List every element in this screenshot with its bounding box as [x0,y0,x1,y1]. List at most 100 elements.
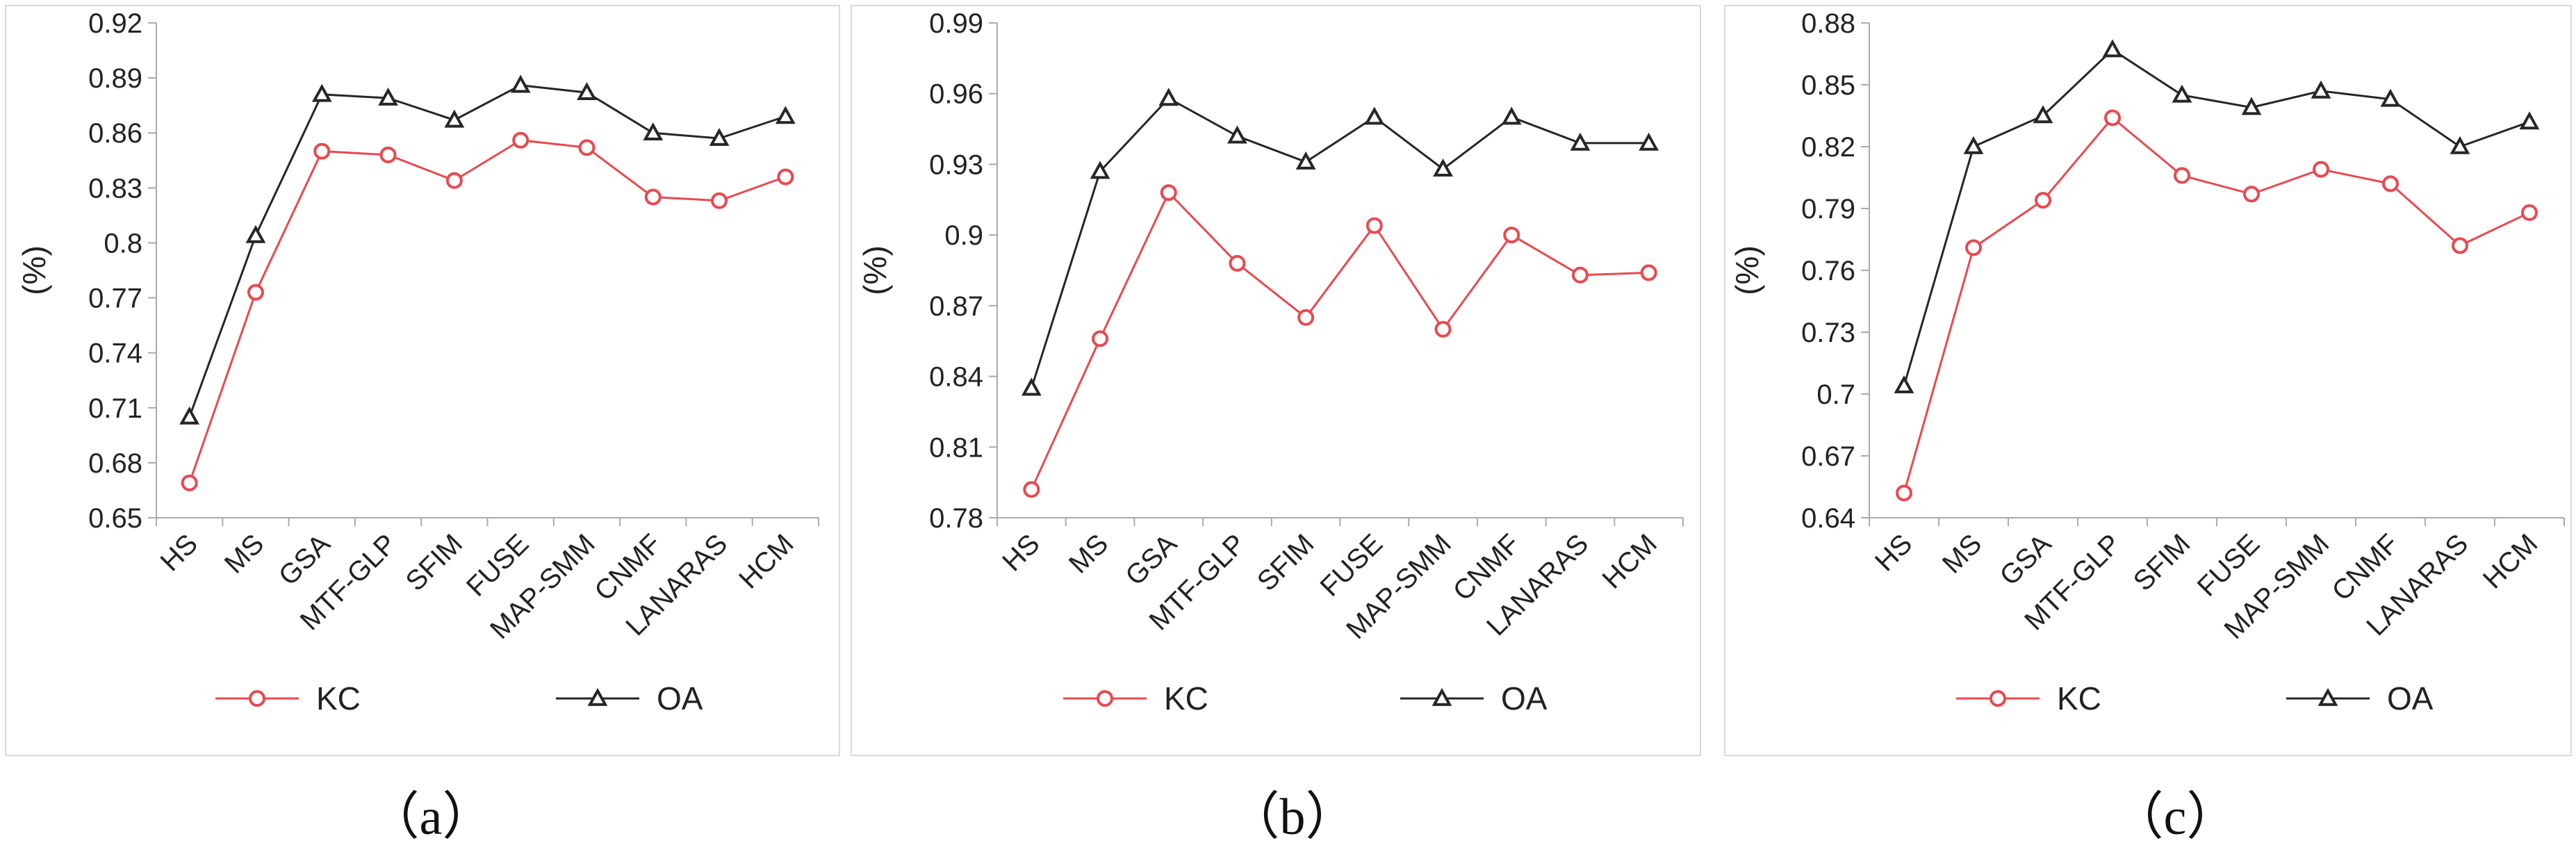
kc-point [1434,320,1452,338]
y-tick-label: 0.9 [944,220,983,251]
y-tick-label: 0.67 [1801,441,1855,472]
legend-label-kc: KC [2057,680,2101,717]
x-tick-label: MS [1937,528,1988,580]
panel-c: 0.64 0.67 0.7 0.73 0.76 0.79 0.82 0.85 0.88 HS MS G… [1724,5,2572,846]
kc-point [1896,484,1912,502]
series-line-kc [1903,116,2530,493]
kc-point [1965,239,1982,256]
oa-point [2380,88,2401,107]
kc-point [1365,217,1383,234]
oa-point [1639,132,1659,151]
legend-label-oa: OA [657,680,703,717]
oa-point [1501,106,1522,125]
kc-point [2452,237,2468,254]
y-tick-label: 0.93 [929,149,983,180]
y-tick-label: 0.64 [1801,503,1855,534]
oa-point [1158,88,1179,106]
y-tick-label: 0.74 [88,338,142,369]
kc-point [1092,330,1109,347]
legend-label-kc: KC [1164,680,1208,717]
oa-point [179,406,200,425]
kc-point [578,139,596,156]
oa-point [444,109,465,128]
oa-point [510,74,531,93]
y-tick-label: 0.84 [929,362,983,393]
panel-frame [1724,5,2572,756]
panel-caption: （a） [368,789,494,846]
oa-point [311,83,332,102]
kc-point [644,188,662,206]
y-tick-label: 0.87 [929,291,983,322]
oa-point [1021,377,1042,396]
series-line-oa [1030,97,1649,388]
kc-point [1571,266,1589,284]
y-tick-label: 0.96 [929,79,983,110]
oa-point [775,106,796,124]
oa-point [577,82,597,101]
y-axis-label: (%) [1729,245,1765,295]
oa-point [2450,136,2470,154]
legend-marker-kc [1990,690,2006,707]
y-tick-label: 0.81 [929,432,983,463]
kc-point [181,474,198,491]
oa-point [1295,151,1316,170]
oa-point [2519,111,2540,130]
oa-point [245,224,266,243]
series-line-oa [188,84,786,418]
x-tick-label: HCM [1596,528,1663,595]
oa-point [1570,132,1591,151]
x-tick-label: GSA [1119,528,1183,591]
kc-point [445,172,463,189]
series-line-kc [188,139,786,484]
y-tick-label: 0.68 [88,448,142,479]
kc-point [711,192,728,209]
kc-point [2382,175,2399,193]
y-tick-label: 0.8 [104,228,142,259]
kc-point [2174,167,2190,184]
x-tick-label: SFIM [400,528,469,597]
y-tick-label: 0.92 [88,8,142,39]
series-line-kc [1030,190,1649,490]
oa-point [1963,136,1984,154]
oa-point [2241,97,2262,115]
kc-point [247,284,264,301]
oa-point [1894,375,1914,393]
kc-point [512,131,530,149]
kc-point [313,142,331,160]
legend-label-kc: KC [316,680,361,717]
legend-marker-kc [249,690,265,707]
oa-point [709,128,730,146]
y-tick-label: 0.83 [88,173,142,204]
y-tick-label: 0.76 [1801,256,1855,286]
y-tick-label: 0.82 [1801,132,1855,163]
kc-point [2521,204,2538,221]
panel-caption: （b） [1229,789,1357,846]
x-tick-label: MS [1063,528,1115,580]
kc-point [1503,227,1520,244]
kc-point [2243,186,2260,203]
legend-label-oa: OA [2387,680,2434,717]
panel-frame [5,5,840,756]
kc-point [2035,192,2051,209]
kc-point [1229,254,1246,272]
x-tick-label: SFIM [2128,528,2197,597]
y-tick-label: 0.86 [88,118,142,149]
y-tick-label: 0.73 [1801,318,1855,348]
kc-point [777,168,794,186]
kc-point [2313,161,2329,178]
y-tick-label: 0.85 [1801,70,1855,101]
x-tick-label: HCM [2477,528,2544,595]
x-tick-label: HCM [733,528,800,595]
x-tick-label: MS [219,528,270,580]
y-tick-label: 0.89 [88,63,142,94]
oa-point [2033,105,2053,124]
x-tick-label: GSA [1994,528,2058,591]
oa-point [1227,125,1247,144]
series-line-oa [1903,48,2530,386]
oa-point [643,122,664,141]
y-tick-label: 0.65 [88,503,142,534]
oa-point [2311,80,2331,99]
panel-frame [851,5,1701,756]
y-tick-label: 0.99 [929,8,983,39]
